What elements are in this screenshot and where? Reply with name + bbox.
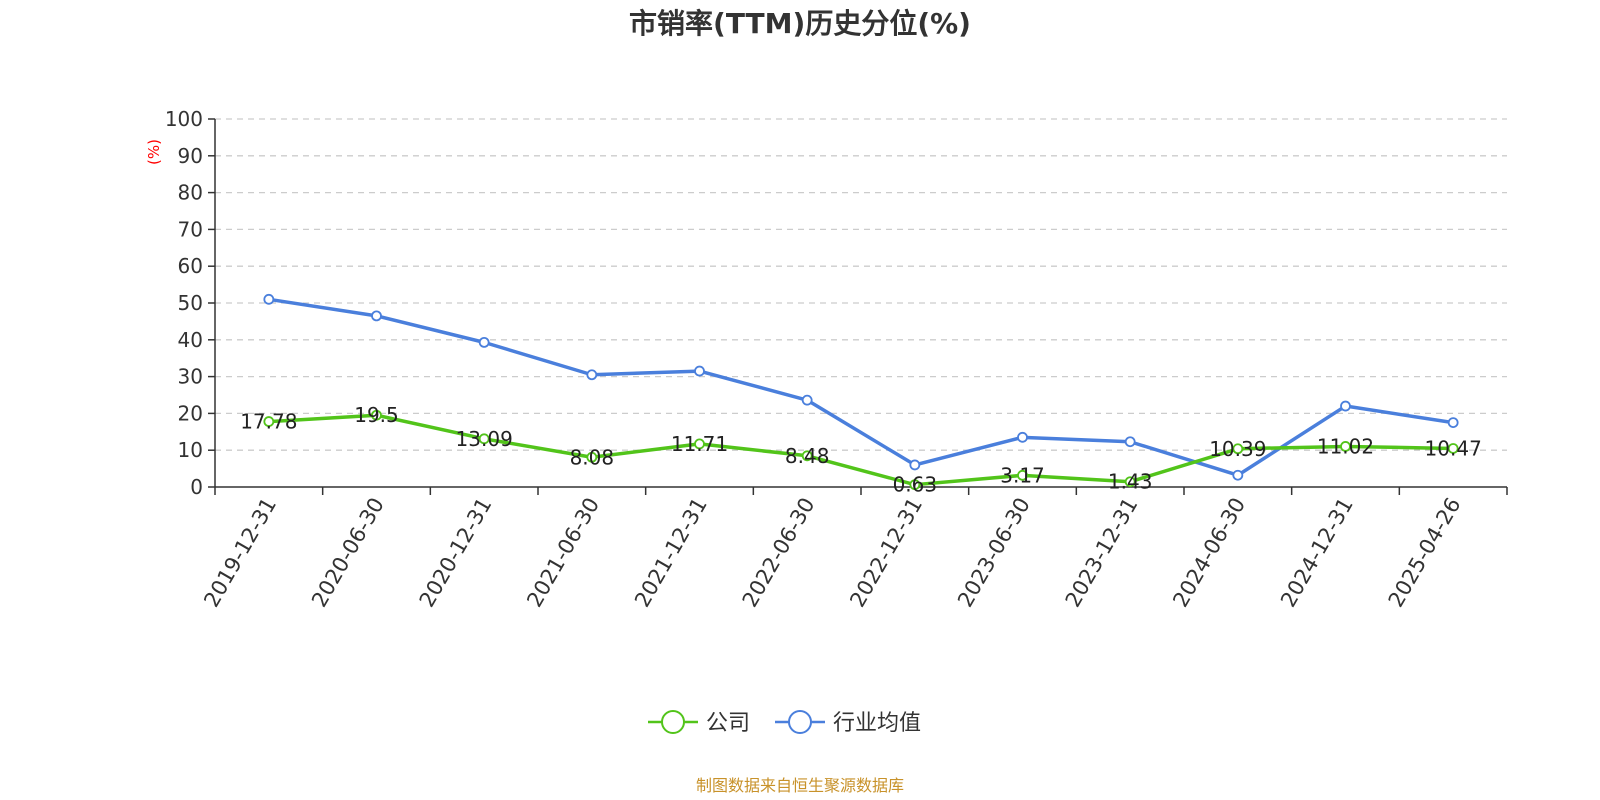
legend-label: 公司 — [706, 711, 750, 736]
series-point — [801, 450, 813, 462]
series-point — [694, 438, 705, 450]
data-labels: 17.78 19.5 13.09 8.08 11.71 8.48 0.63 3.17 1.43 1… — [240, 403, 1482, 496]
legend-label: 行业均值 — [833, 711, 921, 736]
series-point — [1124, 476, 1136, 488]
y-tick-label: 40 — [178, 328, 203, 352]
series-line-0 — [268, 413, 1454, 487]
source-note: 制图数据来自恒生聚源数据库 — [696, 776, 904, 795]
grid-lines — [215, 118, 1507, 451]
series-point — [1340, 400, 1351, 412]
x-tick-label: 2020-06-30 — [307, 494, 389, 612]
series-point — [801, 394, 813, 406]
x-tick-label: 2023-12-31 — [1061, 494, 1143, 612]
series-point — [1017, 469, 1028, 481]
data-label: 0.63 — [893, 473, 938, 497]
data-label: 3.17 — [1000, 463, 1045, 487]
y-tick-label: 100 — [165, 107, 203, 131]
series-point — [478, 433, 490, 445]
y-axis-unit: (%) — [145, 139, 163, 165]
series-point — [909, 459, 921, 471]
legend-marker — [788, 710, 812, 734]
y-tick-label: 60 — [178, 254, 203, 278]
y-tick-label: 10 — [178, 438, 203, 462]
legend-marker — [661, 710, 685, 734]
x-tick-label: 2022-06-30 — [738, 494, 820, 612]
data-label: 8.08 — [570, 445, 615, 469]
y-tick-label: 30 — [178, 365, 203, 389]
data-label: 10.47 — [1425, 436, 1482, 460]
series-point — [263, 416, 275, 427]
data-label: 11.71 — [671, 432, 728, 456]
y-tick-label: 20 — [178, 401, 203, 425]
legend-item-0[interactable]: 公司 — [648, 710, 750, 736]
data-label: 13.09 — [456, 427, 513, 451]
series-point — [1232, 443, 1244, 455]
series-point — [1340, 441, 1351, 452]
y-tick-label: 0 — [190, 475, 203, 499]
series-point — [371, 310, 382, 322]
chart-title: 市销率(TTM)历史分位(%) — [629, 7, 971, 40]
y-tick-label: 70 — [178, 217, 203, 241]
series-line-1 — [268, 297, 1454, 477]
series-point — [263, 293, 275, 305]
series-point — [1232, 469, 1244, 481]
x-tick-label: 2021-12-31 — [630, 494, 712, 612]
axes: 0 10 20 30 40 50 60 70 80 90 100 2019-12-31 2020-06-… — [165, 107, 1508, 612]
data-label: 8.48 — [785, 444, 830, 468]
x-tick-label: 2024-12-31 — [1276, 494, 1358, 612]
x-tick-label: 2025-04-26 — [1384, 494, 1466, 612]
data-label: 19.5 — [354, 403, 399, 427]
series-point — [1124, 436, 1136, 448]
x-tick-label: 2023-06-30 — [953, 494, 1035, 612]
x-tick-label: 2019-12-31 — [199, 494, 281, 612]
x-tick-label: 2024-06-30 — [1168, 494, 1250, 612]
series-point — [1017, 431, 1028, 443]
series-point — [1447, 417, 1459, 429]
series-point — [371, 409, 382, 421]
data-label: 10.39 — [1209, 437, 1266, 461]
data-label: 17.78 — [240, 410, 297, 434]
series-point — [694, 365, 705, 377]
legend-item-1[interactable]: 行业均值 — [775, 710, 921, 736]
data-label: 1.43 — [1108, 470, 1153, 494]
x-tick-label: 2020-12-31 — [415, 493, 497, 611]
y-tick-label: 50 — [178, 291, 203, 315]
series-point — [586, 451, 598, 463]
data-label: 11.02 — [1317, 434, 1374, 458]
x-tick-label: 2021-06-30 — [522, 494, 604, 612]
series-point — [478, 336, 490, 348]
legend[interactable]: 公司 行业均值 — [648, 710, 921, 736]
series-point — [909, 479, 921, 491]
series-layer — [263, 293, 1459, 491]
series-point — [1447, 443, 1459, 454]
y-tick-label: 90 — [178, 144, 203, 168]
series-point — [586, 369, 598, 381]
y-tick-label: 80 — [178, 181, 203, 205]
x-tick-label: 2022-12-31 — [845, 493, 927, 611]
